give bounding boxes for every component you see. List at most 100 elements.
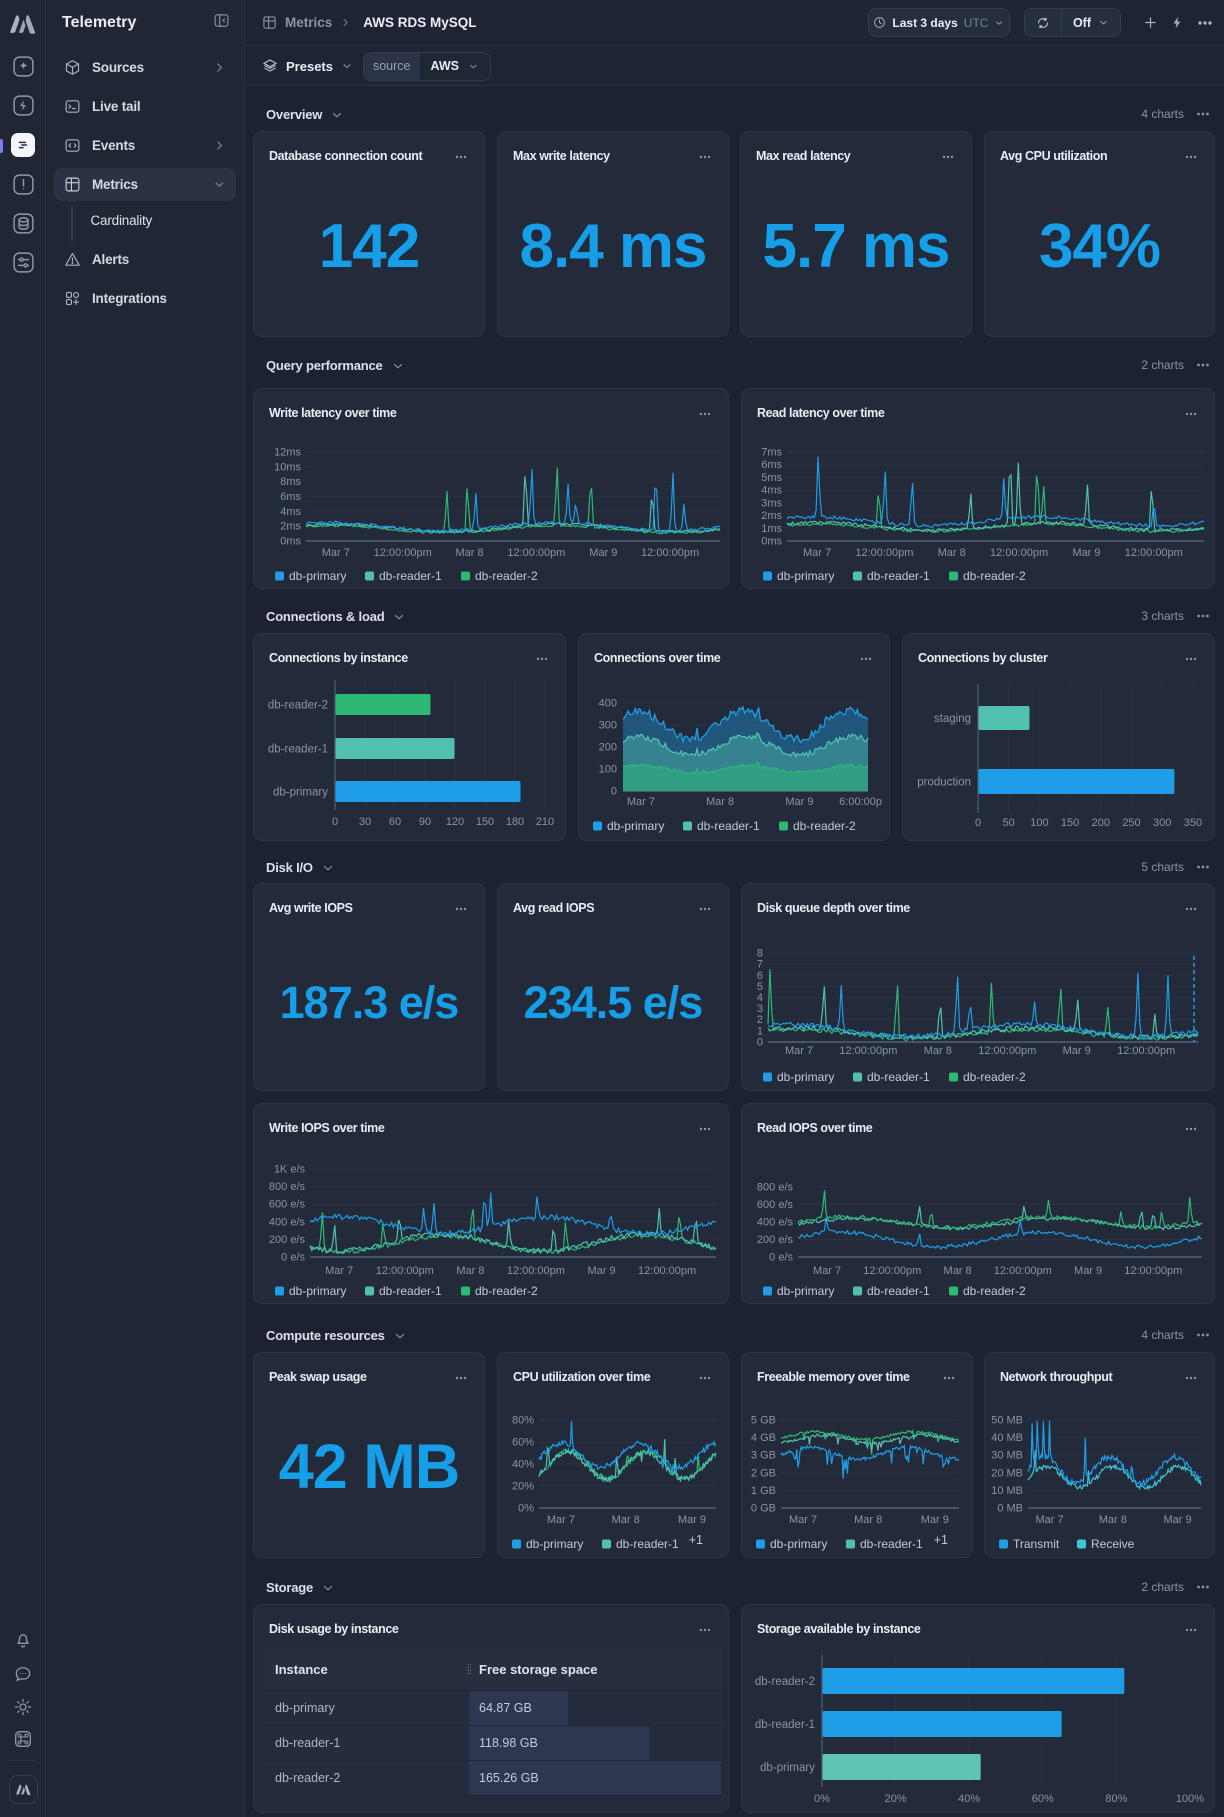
svg-text:0%: 0%: [814, 1793, 830, 1805]
svg-text:+1: +1: [689, 1533, 703, 1547]
svg-text:150: 150: [1061, 817, 1079, 829]
svg-text:db-reader-1: db-reader-1: [379, 569, 442, 583]
svg-text:0 e/s: 0 e/s: [281, 1252, 305, 1264]
svg-text:db-reader-2: db-reader-2: [268, 700, 328, 712]
svg-text:800 e/s: 800 e/s: [269, 1181, 306, 1193]
svg-text:2ms: 2ms: [761, 510, 782, 522]
svg-text:60%: 60%: [1032, 1793, 1054, 1805]
svg-text:Mar 7: Mar 7: [813, 1265, 841, 1277]
svg-text:Mar 8: Mar 8: [706, 796, 734, 808]
svg-text:4ms: 4ms: [280, 506, 301, 518]
svg-text:Mar 7: Mar 7: [1035, 1514, 1063, 1526]
svg-text:3: 3: [757, 1003, 763, 1015]
svg-text:12:00:00pm: 12:00:00pm: [994, 1265, 1052, 1277]
svg-text:db-reader-2: db-reader-2: [755, 1676, 815, 1688]
svg-text:40%: 40%: [512, 1459, 534, 1471]
svg-text:5 GB: 5 GB: [751, 1415, 776, 1427]
svg-text:12:00:00pm: 12:00:00pm: [374, 547, 432, 559]
svg-text:50 MB: 50 MB: [991, 1415, 1023, 1427]
svg-text:Mar 7: Mar 7: [803, 547, 831, 559]
svg-text:db-reader-2: db-reader-2: [475, 1284, 538, 1298]
svg-text:12:00:00pm: 12:00:00pm: [1124, 1265, 1182, 1277]
svg-text:12:00:00pm: 12:00:00pm: [990, 547, 1048, 559]
svg-text:3ms: 3ms: [761, 497, 782, 509]
svg-text:350: 350: [1184, 817, 1202, 829]
svg-text:staging: staging: [934, 713, 971, 725]
svg-text:db-primary: db-primary: [289, 569, 346, 583]
svg-text:200: 200: [599, 742, 617, 754]
svg-text:30 MB: 30 MB: [991, 1450, 1023, 1462]
svg-text:6ms: 6ms: [280, 491, 301, 503]
svg-text:Mar 8: Mar 8: [455, 547, 483, 559]
svg-text:Transmit: Transmit: [1013, 1537, 1060, 1551]
svg-text:200 e/s: 200 e/s: [757, 1234, 794, 1246]
svg-text:Mar 9: Mar 9: [587, 1265, 615, 1277]
svg-text:db-reader-1: db-reader-1: [867, 1284, 930, 1298]
svg-text:10 MB: 10 MB: [991, 1485, 1023, 1497]
svg-text:db-primary: db-primary: [607, 819, 664, 833]
svg-text:Mar 9: Mar 9: [678, 1514, 706, 1526]
svg-text:1ms: 1ms: [761, 523, 782, 535]
svg-text:3 GB: 3 GB: [751, 1450, 776, 1462]
svg-text:Mar 7: Mar 7: [322, 547, 350, 559]
svg-text:Mar 7: Mar 7: [785, 1045, 813, 1057]
svg-text:60: 60: [389, 816, 401, 828]
svg-text:Mar 9: Mar 9: [589, 547, 617, 559]
svg-text:12:00:00pm: 12:00:00pm: [507, 547, 565, 559]
svg-text:1 GB: 1 GB: [751, 1485, 776, 1497]
svg-text:0: 0: [332, 816, 338, 828]
svg-text:12:00:00pm: 12:00:00pm: [855, 547, 913, 559]
svg-text:20%: 20%: [885, 1793, 907, 1805]
svg-text:db-primary: db-primary: [777, 569, 834, 583]
svg-text:60%: 60%: [512, 1437, 534, 1449]
svg-text:db-reader-2: db-reader-2: [793, 819, 856, 833]
svg-text:Mar 9: Mar 9: [1063, 1045, 1091, 1057]
svg-text:210: 210: [536, 816, 554, 828]
svg-text:250: 250: [1122, 817, 1140, 829]
svg-text:6:00:00p: 6:00:00p: [839, 796, 882, 808]
svg-text:Mar 8: Mar 8: [612, 1514, 640, 1526]
svg-text:300: 300: [1153, 817, 1171, 829]
svg-text:8ms: 8ms: [280, 476, 301, 488]
svg-text:12:00:00pm: 12:00:00pm: [507, 1265, 565, 1277]
svg-text:db-reader-2: db-reader-2: [963, 1070, 1026, 1084]
svg-text:db-primary: db-primary: [777, 1070, 834, 1084]
svg-text:db-primary: db-primary: [770, 1537, 827, 1551]
svg-text:12ms: 12ms: [274, 447, 301, 459]
svg-text:db-reader-1: db-reader-1: [867, 1070, 930, 1084]
svg-text:80%: 80%: [512, 1415, 534, 1427]
svg-text:2: 2: [757, 1014, 763, 1026]
svg-text:Mar 9: Mar 9: [785, 796, 813, 808]
svg-text:Mar 8: Mar 8: [944, 1265, 972, 1277]
svg-text:Mar 7: Mar 7: [789, 1514, 817, 1526]
svg-text:80%: 80%: [1105, 1793, 1127, 1805]
svg-text:db-primary: db-primary: [760, 1762, 815, 1774]
svg-text:db-reader-2: db-reader-2: [963, 1284, 1026, 1298]
svg-text:4: 4: [757, 992, 763, 1004]
svg-text:200: 200: [1092, 817, 1110, 829]
svg-text:0: 0: [757, 1037, 763, 1049]
svg-text:12:00:00pm: 12:00:00pm: [641, 547, 699, 559]
svg-text:Mar 9: Mar 9: [1072, 547, 1100, 559]
svg-text:Receive: Receive: [1091, 1537, 1135, 1551]
svg-text:db-reader-1: db-reader-1: [860, 1537, 923, 1551]
svg-text:20%: 20%: [512, 1481, 534, 1493]
svg-text:600 e/s: 600 e/s: [269, 1199, 306, 1211]
svg-text:4 GB: 4 GB: [751, 1432, 776, 1444]
svg-text:1: 1: [757, 1025, 763, 1037]
svg-text:6: 6: [757, 970, 763, 982]
svg-text:12:00:00pm: 12:00:00pm: [638, 1265, 696, 1277]
svg-text:4ms: 4ms: [761, 485, 782, 497]
svg-text:1K e/s: 1K e/s: [274, 1164, 306, 1176]
svg-text:0: 0: [611, 786, 617, 798]
svg-text:db-primary: db-primary: [777, 1284, 834, 1298]
svg-text:db-reader-2: db-reader-2: [963, 569, 1026, 583]
svg-text:40%: 40%: [958, 1793, 980, 1805]
svg-text:12:00:00pm: 12:00:00pm: [1117, 1045, 1175, 1057]
svg-text:0ms: 0ms: [280, 536, 301, 548]
svg-text:Mar 9: Mar 9: [921, 1514, 949, 1526]
svg-text:12:00:00pm: 12:00:00pm: [978, 1045, 1036, 1057]
svg-text:Mar 8: Mar 8: [456, 1265, 484, 1277]
svg-text:100: 100: [599, 764, 617, 776]
svg-text:600 e/s: 600 e/s: [757, 1199, 794, 1211]
